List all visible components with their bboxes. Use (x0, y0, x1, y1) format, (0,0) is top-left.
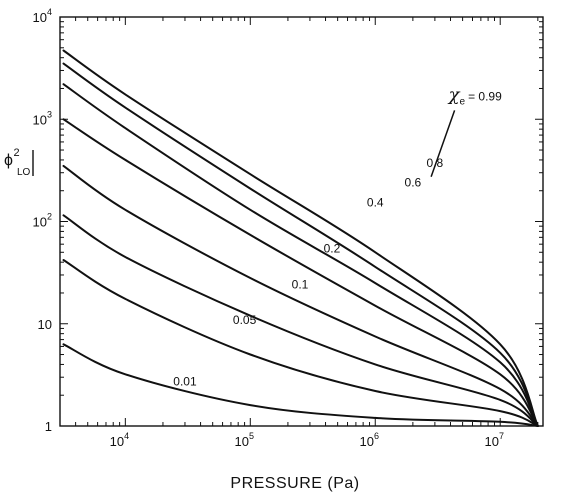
y-axis-sup: 2 (13, 147, 20, 159)
svg-text:ϕ2: ϕ2 (4, 147, 20, 169)
curve-label-0.05: 0.05 (233, 313, 257, 327)
quality-annotation: χe = 0.99 (430, 84, 503, 177)
y-tick-label: 10 (38, 317, 52, 332)
x-tick-label: 106 (360, 431, 379, 449)
curve-xe-0.05 (62, 259, 539, 427)
curve-labels: 0.01 0.05 0.1 0.2 0.4 0.6 0.8 (173, 156, 443, 388)
y-tick-base: 10 (33, 215, 47, 230)
curve-label-0.8: 0.8 (427, 156, 444, 170)
y-tick-label: 1 (45, 419, 52, 434)
x-tick-base: 10 (484, 434, 498, 449)
y-tick-exp: 2 (47, 212, 52, 222)
curve-label-0.2: 0.2 (324, 241, 341, 255)
y-tick-base: 10 (38, 317, 52, 332)
y-tick-label: 104 (33, 7, 52, 25)
annotation-label: χe = 0.99 (447, 84, 503, 107)
y-tick-exp: 4 (47, 7, 52, 17)
x-axis-ticks: 104 105 106 107 (59, 17, 539, 449)
annotation-pointer (430, 110, 456, 177)
x-tick-label: 105 (235, 431, 254, 449)
y-tick-exp: 3 (47, 109, 52, 119)
y-tick-base: 10 (33, 10, 47, 25)
curve-xe-0.2 (62, 164, 539, 427)
x-tick-exp: 7 (499, 431, 504, 441)
x-tick-label: 104 (110, 431, 129, 449)
curve-xe-0.8 (62, 62, 539, 427)
curves (62, 49, 539, 427)
y-tick-base: 1 (45, 419, 52, 434)
x-tick-base: 10 (110, 434, 124, 449)
x-tick-exp: 4 (124, 431, 129, 441)
curve-label-0.01: 0.01 (173, 374, 197, 388)
curve-label-0.6: 0.6 (405, 175, 422, 189)
y-tick-label: 103 (33, 109, 52, 127)
annotation-symbol: χ (447, 84, 461, 105)
x-tick-base: 10 (360, 434, 374, 449)
y-tick-label: 102 (33, 212, 52, 230)
annotation-value: = 0.99 (468, 89, 502, 103)
x-tick-exp: 5 (249, 431, 254, 441)
curve-xe-0.6 (62, 83, 539, 427)
curve-xe-0.99 (62, 49, 539, 427)
curve-xe-0.01 (62, 343, 539, 427)
y-axis-title: ϕ2 LO (4, 147, 34, 178)
y-axis-sub: LO (17, 167, 31, 178)
y-tick-base: 10 (33, 112, 47, 127)
x-tick-exp: 6 (374, 431, 379, 441)
curve-xe-0.1 (62, 214, 539, 427)
x-axis-title: PRESSURE (Pa) (230, 475, 359, 492)
annotation-subscript: e (460, 96, 466, 107)
curve-label-0.1: 0.1 (292, 278, 309, 292)
x-tick-label: 107 (484, 431, 503, 449)
curve-label-0.4: 0.4 (367, 196, 384, 210)
x-tick-base: 10 (235, 434, 249, 449)
y-axis-symbol: ϕ (4, 152, 13, 169)
curve-xe-0.4 (62, 118, 539, 427)
